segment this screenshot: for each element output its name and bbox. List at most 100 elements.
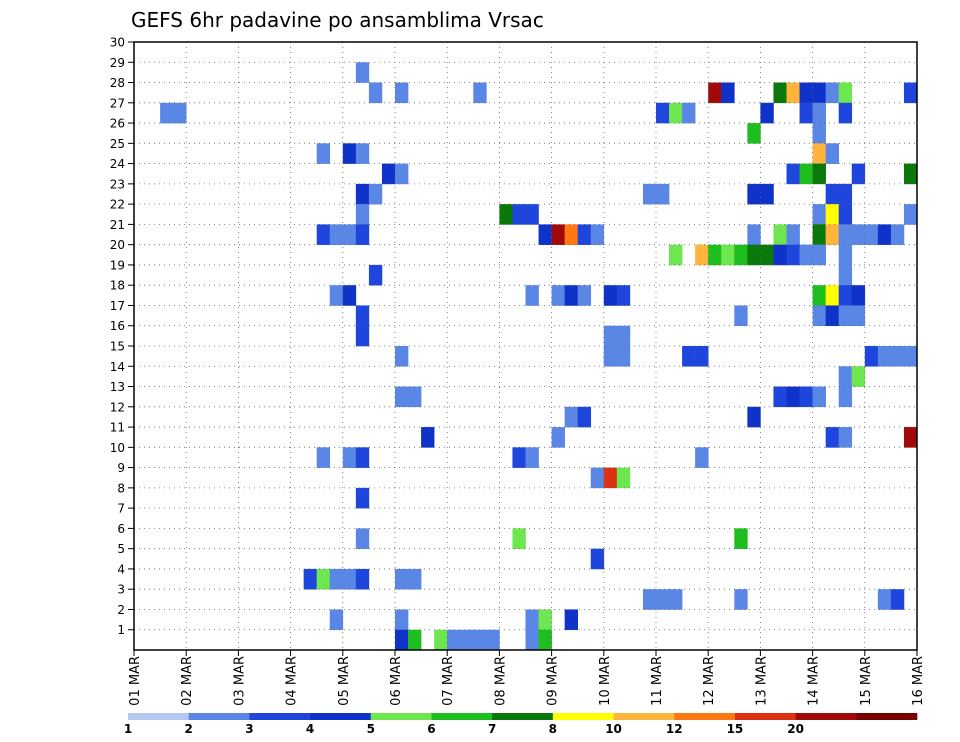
colorbar-swatch [128, 713, 189, 720]
x-tick-label: 01 MAR [128, 656, 143, 706]
heatmap-cell [786, 386, 800, 408]
heatmap-cell [316, 143, 331, 164]
y-tick-label: 22 [110, 198, 125, 212]
colorbar-swatch [431, 713, 493, 720]
heatmap-cell [825, 143, 839, 164]
colorbar-swatch [249, 713, 311, 720]
heatmap-cell [329, 568, 344, 590]
heatmap-cell [864, 346, 879, 367]
heatmap-cell [799, 244, 813, 266]
heatmap-cell [669, 244, 683, 266]
y-tick-label: 15 [110, 340, 125, 354]
y-tick-label: 8 [117, 481, 125, 495]
heatmap-cell [838, 204, 853, 225]
colorbar-swatch [188, 713, 250, 720]
heatmap-cell [538, 629, 552, 651]
heatmap-cell [786, 244, 800, 266]
colorbar-label: 2 [185, 722, 193, 736]
heatmap-cell [342, 285, 357, 306]
heatmap-cell [747, 183, 761, 205]
heatmap-cell [616, 346, 631, 367]
heatmap-cell [355, 62, 370, 83]
colorbar-swatch [734, 713, 796, 720]
heatmap-cell [812, 285, 826, 306]
heatmap-cell [342, 224, 357, 245]
y-tick-label: 29 [110, 56, 125, 70]
heatmap-cell [173, 102, 187, 124]
y-tick-label: 6 [117, 522, 125, 536]
heatmap-cell [877, 589, 892, 610]
heatmap-cell [825, 285, 839, 306]
heatmap-cell [512, 528, 526, 549]
y-tick-label: 12 [110, 400, 125, 414]
colorbar-swatch [310, 713, 372, 720]
colorbar-label: 15 [727, 722, 744, 736]
colorbar-label: 4 [306, 722, 314, 736]
heatmap-cell [734, 305, 748, 327]
colorbar-label: 10 [605, 722, 622, 736]
heatmap-cell [160, 102, 174, 124]
heatmap-cell [590, 224, 605, 245]
heatmap-cell [890, 589, 905, 610]
heatmap-cell [838, 102, 853, 124]
heatmap-cell [721, 82, 735, 104]
heatmap-cell [381, 163, 396, 185]
heatmap-cell [851, 224, 866, 245]
y-tick-label: 27 [110, 96, 125, 110]
heatmap-cell [903, 204, 918, 225]
colorbar-label: 20 [787, 722, 804, 736]
heatmap-cell [851, 285, 866, 306]
y-tick-label: 28 [110, 76, 125, 90]
colorbar-label: 6 [427, 722, 435, 736]
y-tick-label: 19 [110, 258, 125, 272]
heatmap-cell [355, 325, 370, 347]
heatmap-cell [734, 589, 748, 610]
heatmap-cell [747, 224, 761, 245]
heatmap-cell [786, 163, 800, 185]
heatmap-cell [838, 386, 853, 408]
y-tick-label: 20 [110, 238, 125, 252]
y-tick-label: 10 [110, 441, 125, 455]
heatmap-cell [851, 163, 866, 185]
heatmap-cell [499, 204, 513, 225]
heatmap-cell [669, 102, 683, 124]
x-tick-label: 14 MAR [807, 656, 822, 706]
heatmap-cell [564, 406, 578, 428]
x-tick-label: 13 MAR [754, 656, 769, 706]
heatmap-cell [525, 447, 539, 468]
heatmap-cell [838, 264, 853, 286]
heatmap-cell [747, 123, 761, 144]
heatmap-cell [316, 568, 331, 590]
x-tick-label: 02 MAR [180, 656, 195, 706]
heatmap-cell [695, 244, 709, 266]
heatmap-cell [355, 224, 370, 245]
x-tick-label: 10 MAR [598, 656, 613, 706]
heatmap-cell [538, 609, 552, 631]
y-tick-label: 25 [110, 137, 125, 151]
colorbar-swatch [795, 713, 857, 720]
heatmap-cell [903, 427, 918, 448]
heatmap-cell [395, 82, 409, 104]
heatmap-cell [408, 629, 422, 651]
heatmap-cell [486, 629, 500, 651]
heatmap-cell [708, 244, 722, 266]
y-tick-label: 7 [117, 502, 125, 516]
heatmap-cell [616, 467, 631, 489]
heatmap-cell [760, 102, 774, 124]
heatmap-cell [408, 386, 422, 408]
heatmap-cell [395, 346, 409, 367]
y-tick-label: 17 [110, 299, 125, 313]
heatmap-cell [656, 102, 670, 124]
heatmap-cell [355, 528, 370, 549]
heatmap-cell [786, 224, 800, 245]
heatmap-cell [577, 406, 592, 428]
y-tick-label: 11 [110, 421, 125, 435]
heatmap-cell [721, 244, 735, 266]
heatmap-cell [355, 487, 370, 509]
heatmap-cell [512, 204, 526, 225]
heatmap-cell [812, 102, 826, 124]
heatmap-cell [564, 609, 578, 631]
heatmap-cell [773, 82, 787, 104]
heatmap-cell [355, 568, 370, 590]
heatmap-cell [825, 82, 839, 104]
